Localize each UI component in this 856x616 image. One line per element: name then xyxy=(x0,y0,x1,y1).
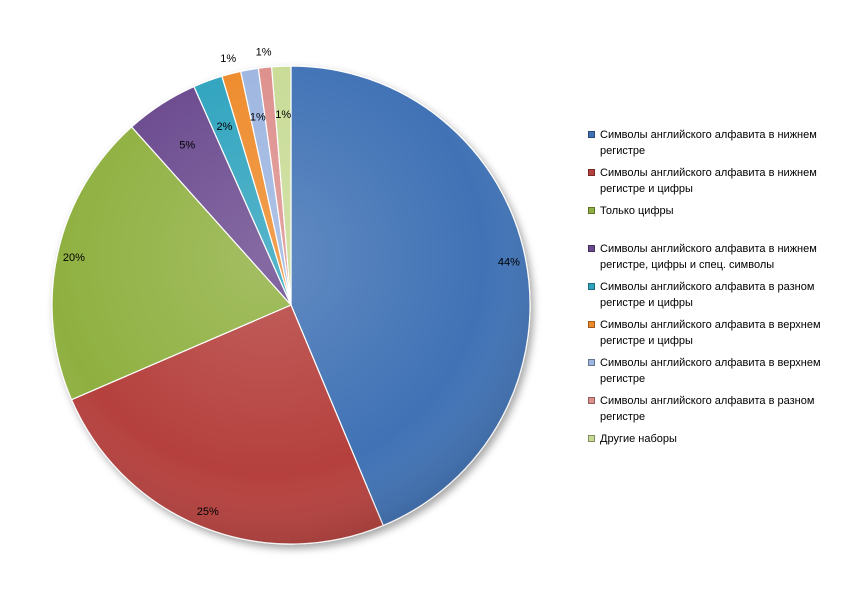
legend-item: Символы английского алфавита в нижнем ре… xyxy=(588,127,850,159)
legend-item: Только цифры xyxy=(588,203,850,219)
legend-label: Символы английского алфавита в верхнем р… xyxy=(600,319,821,347)
pie-data-labels: 44% 25% 20% 5% 2% 1% 1% 1% 1% xyxy=(63,47,520,519)
pie-data-label: 1% xyxy=(275,109,291,121)
legend-label: Символы английского алфавита в верхнем р… xyxy=(600,357,821,385)
legend-label: Символы английского алфавита в разном ре… xyxy=(600,395,815,423)
legend-label: Другие наборы xyxy=(600,433,677,445)
legend-label: Символы английского алфавита в нижнем ре… xyxy=(600,129,817,157)
pie-data-label: 1% xyxy=(256,47,272,59)
legend-item: Символы английского алфавита в нижнем ре… xyxy=(588,241,850,273)
legend-label: Только цифры xyxy=(600,205,674,217)
pie-data-label: 2% xyxy=(216,121,232,133)
pie-data-label: 5% xyxy=(179,139,195,151)
legend-swatch xyxy=(588,131,595,138)
pie-data-label: 20% xyxy=(63,252,85,264)
legend-swatch xyxy=(588,283,595,290)
pie-data-label: 1% xyxy=(250,112,266,124)
legend: Символы английского алфавита в нижнем ре… xyxy=(588,127,850,447)
legend-swatch xyxy=(588,359,595,366)
legend-item: Другие наборы xyxy=(588,431,850,447)
pie-data-label: 44% xyxy=(498,256,520,268)
legend-swatch xyxy=(588,207,595,214)
legend-item: Символы английского алфавита в верхнем р… xyxy=(588,355,850,387)
legend-swatch xyxy=(588,169,595,176)
legend-item: Символы английского алфавита в разном ре… xyxy=(588,393,850,425)
legend-item: Символы английского алфавита в разном ре… xyxy=(588,279,850,311)
legend-swatch xyxy=(588,245,595,252)
legend-swatch xyxy=(588,397,595,404)
pie-data-label: 1% xyxy=(220,53,236,65)
legend-label: Символы английского алфавита в нижнем ре… xyxy=(600,167,817,195)
pie-data-label: 25% xyxy=(197,506,219,518)
legend-label: Символы английского алфавита в нижнем ре… xyxy=(600,243,817,271)
legend-item: Символы английского алфавита в верхнем р… xyxy=(588,317,850,349)
legend-label: Символы английского алфавита в разном ре… xyxy=(600,281,815,309)
legend-swatch xyxy=(588,321,595,328)
pie-slices xyxy=(51,65,531,545)
legend-swatch xyxy=(588,435,595,442)
legend-item: Символы английского алфавита в нижнем ре… xyxy=(588,165,850,197)
